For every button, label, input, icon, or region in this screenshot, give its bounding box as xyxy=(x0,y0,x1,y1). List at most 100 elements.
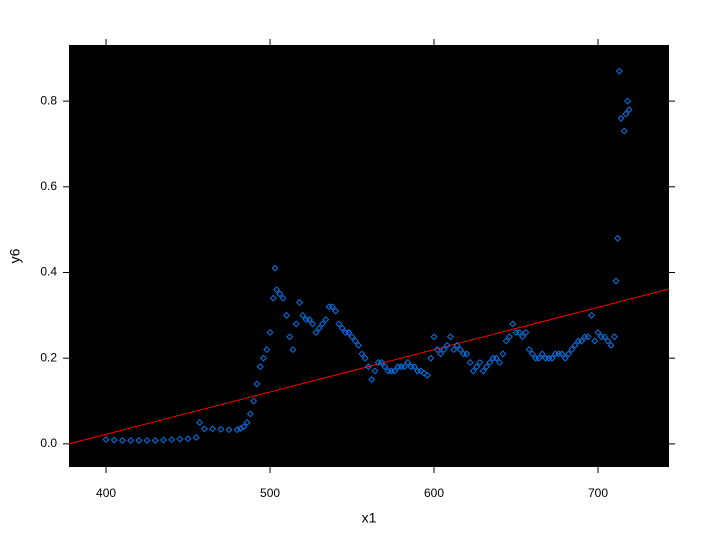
point xyxy=(622,110,630,118)
point xyxy=(437,350,445,358)
y-tick-label: 0.2 xyxy=(40,350,57,364)
point xyxy=(492,354,500,362)
point xyxy=(184,435,192,443)
fit-line xyxy=(68,288,670,445)
point xyxy=(246,410,254,418)
point xyxy=(466,359,474,366)
point xyxy=(364,363,372,371)
point xyxy=(588,311,595,319)
point xyxy=(440,346,448,354)
point xyxy=(607,341,615,349)
point xyxy=(289,346,297,354)
point xyxy=(568,346,576,354)
point xyxy=(404,359,412,366)
point xyxy=(483,363,490,371)
point xyxy=(509,320,517,328)
point xyxy=(486,359,494,366)
point xyxy=(319,320,326,328)
point xyxy=(446,333,454,341)
point xyxy=(217,425,225,433)
point xyxy=(417,367,425,375)
point xyxy=(624,97,631,105)
point xyxy=(584,333,592,341)
point xyxy=(612,277,620,285)
point xyxy=(591,337,599,345)
point xyxy=(601,333,608,341)
point xyxy=(615,67,623,75)
point xyxy=(515,329,523,336)
point xyxy=(496,359,504,366)
y-tick-label: 0.4 xyxy=(40,265,57,279)
point xyxy=(625,106,633,114)
point xyxy=(578,337,586,345)
y-tick-label: 0.0 xyxy=(40,436,57,450)
y-axis-label: y6 xyxy=(7,248,23,263)
point xyxy=(338,324,346,332)
point xyxy=(250,397,258,405)
point xyxy=(443,341,451,349)
point xyxy=(391,367,399,375)
point xyxy=(266,329,274,336)
point xyxy=(243,419,251,426)
point xyxy=(463,350,471,358)
point xyxy=(604,337,612,345)
point xyxy=(276,290,284,298)
point xyxy=(476,359,484,366)
point xyxy=(502,337,510,345)
point xyxy=(192,434,200,441)
point xyxy=(309,320,317,328)
panel xyxy=(69,45,669,467)
point xyxy=(535,354,543,362)
x-tick-label: 700 xyxy=(588,486,608,500)
point xyxy=(381,363,389,371)
point xyxy=(453,341,461,349)
point xyxy=(168,436,176,444)
point xyxy=(296,299,303,306)
point xyxy=(201,425,208,433)
point xyxy=(565,350,572,358)
point xyxy=(548,354,556,362)
point xyxy=(506,333,513,341)
point xyxy=(160,436,167,444)
point xyxy=(279,294,287,302)
point xyxy=(176,435,184,443)
y-tick-label: 0.6 xyxy=(40,179,57,193)
point xyxy=(368,376,376,384)
point xyxy=(469,367,477,375)
point xyxy=(322,316,330,324)
x-tick-label: 500 xyxy=(260,486,280,500)
point xyxy=(299,311,307,319)
point xyxy=(282,311,290,319)
point xyxy=(427,354,435,362)
point xyxy=(151,437,159,444)
point xyxy=(196,419,203,426)
point xyxy=(292,320,300,328)
point xyxy=(305,316,313,324)
point xyxy=(456,346,464,354)
point xyxy=(135,437,143,444)
point xyxy=(424,371,431,379)
point xyxy=(525,346,533,354)
point xyxy=(378,359,385,366)
point xyxy=(522,329,530,336)
point xyxy=(561,354,569,362)
point xyxy=(102,436,110,444)
point xyxy=(286,333,294,341)
point xyxy=(143,437,151,444)
point xyxy=(348,333,356,341)
x-axis-label: x1 xyxy=(362,510,377,526)
point xyxy=(594,329,602,336)
point xyxy=(240,423,248,431)
x-tick-label: 400 xyxy=(96,486,116,500)
point xyxy=(273,286,281,294)
point xyxy=(355,341,363,349)
point xyxy=(312,329,320,336)
point xyxy=(335,320,343,328)
point xyxy=(538,350,546,358)
point xyxy=(620,127,628,135)
point xyxy=(610,333,618,341)
point xyxy=(433,346,441,354)
y-tick-label: 0.8 xyxy=(40,93,57,107)
point xyxy=(233,426,241,434)
point xyxy=(410,363,418,371)
